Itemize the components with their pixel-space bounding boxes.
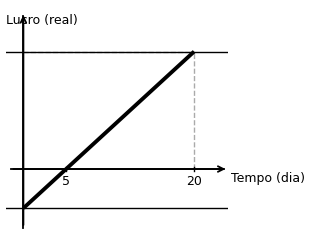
Text: 5: 5 — [62, 175, 70, 187]
Text: Lucro (real): Lucro (real) — [6, 14, 78, 27]
Text: 20: 20 — [186, 175, 202, 187]
Text: Tempo (dia): Tempo (dia) — [231, 172, 305, 185]
